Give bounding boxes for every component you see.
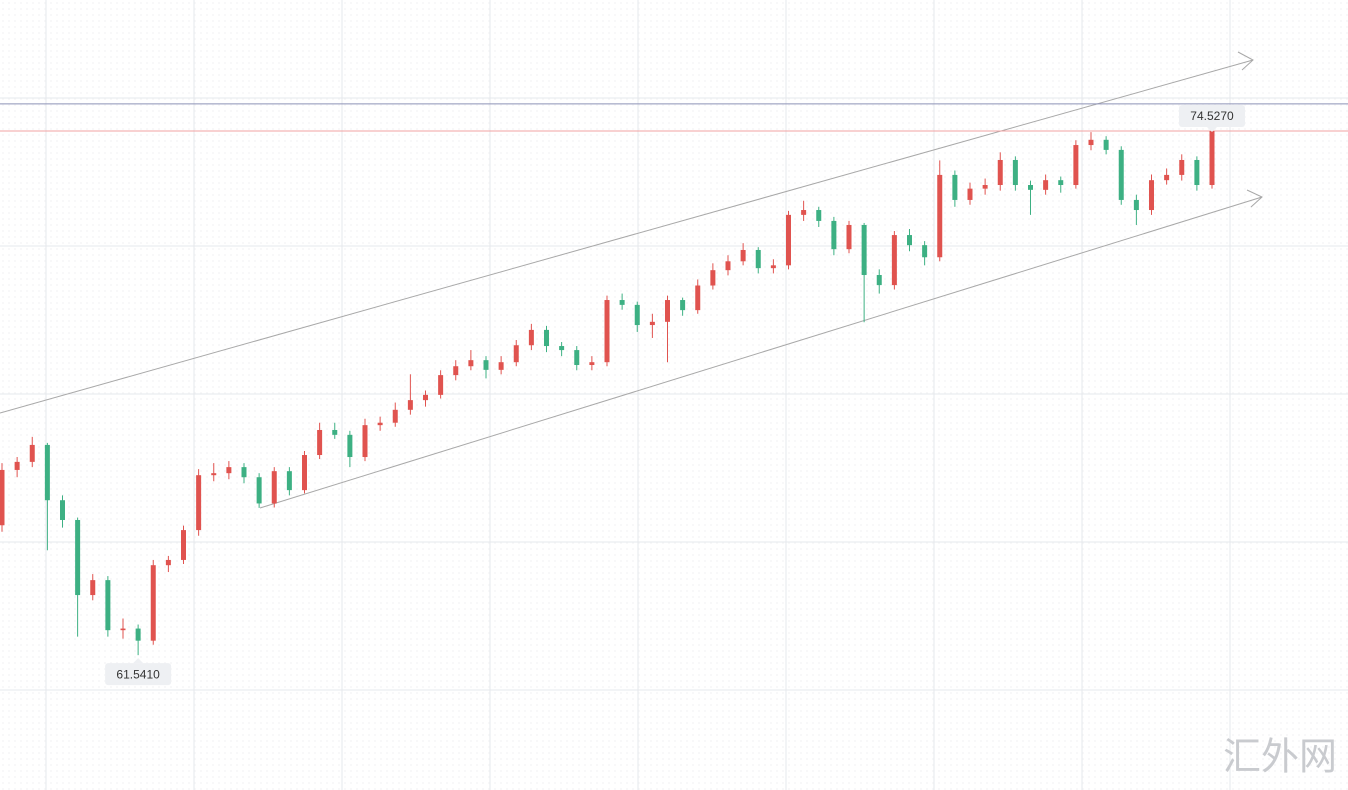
candle-body <box>861 224 867 276</box>
candle-body <box>196 475 202 531</box>
candle-body <box>377 422 383 426</box>
candle-body <box>60 500 65 520</box>
candle-body <box>453 366 459 376</box>
candle-body <box>770 265 776 269</box>
candle-body <box>1133 199 1139 211</box>
candle-body <box>362 425 368 458</box>
candle-body <box>846 224 852 250</box>
watermark: 汇外网 <box>1223 735 1337 779</box>
label-box <box>105 663 172 686</box>
candle-body <box>665 300 670 322</box>
candle-body <box>589 362 595 366</box>
candle-body <box>75 519 81 596</box>
candle-body <box>1118 149 1124 200</box>
candle-body <box>483 360 489 370</box>
candle-body <box>816 210 822 221</box>
candle-body <box>302 455 307 491</box>
candle-body <box>347 434 353 458</box>
candle-body <box>1058 180 1064 186</box>
price-label: 61.5410 <box>105 658 172 686</box>
candle-body <box>680 300 686 311</box>
candle-body <box>725 261 731 271</box>
candle-body <box>150 565 156 641</box>
channel <box>0 51 1263 509</box>
candle-body <box>90 580 96 596</box>
candle-body <box>876 275 882 286</box>
candle-body <box>619 300 625 305</box>
candle-body <box>271 471 277 504</box>
candle-body <box>423 394 428 401</box>
candle-body <box>135 628 141 641</box>
candle-body <box>407 400 413 410</box>
label-text: 74.5270 <box>1190 109 1234 123</box>
candle-body <box>513 345 519 363</box>
price-label: 74.5270 <box>1179 105 1245 133</box>
candle-body <box>498 362 504 370</box>
candle-body <box>438 375 444 395</box>
candle-body <box>649 321 655 326</box>
candle-body <box>392 409 398 423</box>
candle-body <box>332 429 338 435</box>
candle-body <box>29 444 35 462</box>
candle-body <box>695 285 701 311</box>
label-pointer <box>1207 127 1217 133</box>
candle-body <box>997 159 1003 186</box>
candle-body <box>891 235 897 286</box>
candle-body <box>740 249 746 262</box>
label-box <box>1179 105 1245 128</box>
candle-body <box>786 214 791 266</box>
candle-body <box>755 249 761 269</box>
candle-body <box>831 220 837 250</box>
candle-body <box>241 467 247 478</box>
candle-body <box>604 300 610 363</box>
candle-body <box>574 350 580 366</box>
candle-body <box>982 185 988 189</box>
candle-body <box>1194 159 1200 186</box>
candle-body <box>181 530 186 560</box>
candle-body <box>907 235 912 246</box>
candle-body <box>165 559 171 566</box>
candle-body <box>937 174 943 258</box>
candle-body <box>544 329 549 347</box>
candle-body <box>801 210 807 215</box>
candle-body <box>120 628 126 631</box>
candle-body <box>286 471 292 491</box>
candle-body <box>468 360 474 367</box>
candle-body <box>1209 131 1215 186</box>
candle-body <box>634 304 640 326</box>
label-text: 61.5410 <box>116 667 160 681</box>
candle-body <box>559 346 565 351</box>
candle-body <box>0 469 5 526</box>
label-pointer <box>133 658 144 664</box>
candle-body <box>528 329 534 346</box>
candle-body <box>1073 145 1079 186</box>
candle-body <box>44 444 50 501</box>
candle-body <box>1179 159 1185 175</box>
candle-body <box>1043 180 1049 190</box>
candle-body <box>1164 174 1170 181</box>
candle-body <box>967 188 973 200</box>
candle-body <box>256 477 262 504</box>
candle-body <box>1088 139 1094 146</box>
candle-body <box>1012 159 1018 186</box>
candle-body <box>105 580 111 631</box>
candle-body <box>317 429 323 456</box>
candle-body <box>1149 180 1154 211</box>
candle-body <box>922 245 928 258</box>
candle-body <box>710 270 716 286</box>
candle-body <box>1103 139 1109 150</box>
candle-body <box>211 473 217 476</box>
candle-body <box>14 461 20 470</box>
candle-body <box>226 467 232 474</box>
candle-body <box>952 174 958 200</box>
candle-body <box>1028 185 1033 190</box>
